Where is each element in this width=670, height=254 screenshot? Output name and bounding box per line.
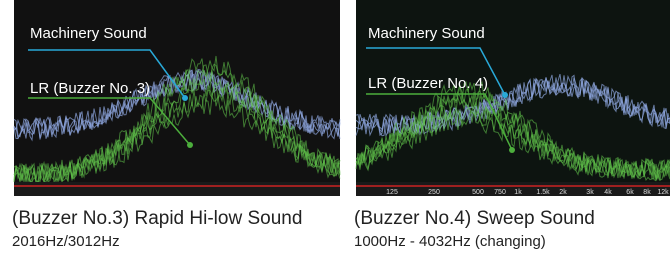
caption-title: (Buzzer No.3) Rapid Hi-low Sound <box>12 208 302 229</box>
pointer-dot <box>182 95 188 101</box>
annotation: Machinery Sound <box>30 25 147 42</box>
figure: Machinery Sound LR (Buzzer No. 3) Machin… <box>0 0 670 254</box>
axis-strip <box>356 182 670 196</box>
axis-label: 4k <box>604 189 612 196</box>
caption-detail: 2016Hz/3012Hz <box>12 233 120 250</box>
axis-label: 1k <box>514 189 522 196</box>
axis-label: 500 <box>472 189 484 196</box>
pointer-dot <box>187 142 193 148</box>
caption-detail: 1000Hz - 4032Hz (changing) <box>354 233 546 250</box>
axis-label: 2k <box>559 189 567 196</box>
axis-label: 1.5k <box>536 189 550 196</box>
axis-label: 3k <box>586 189 594 196</box>
annotation: LR (Buzzer No. 3) <box>30 80 150 97</box>
axis-label: 6k <box>626 189 634 196</box>
axis-label: 12k <box>657 189 669 196</box>
axis-label: 125 <box>386 189 398 196</box>
axis-label: 250 <box>428 189 440 196</box>
annotation: Machinery Sound <box>368 25 485 42</box>
axis-strip <box>14 182 340 196</box>
axis-label: 8k <box>643 189 651 196</box>
annotation: LR (Buzzer No. 4) <box>368 75 488 92</box>
axis-label: 750 <box>494 189 506 196</box>
caption-title: (Buzzer No.4) Sweep Sound <box>354 208 595 229</box>
pointer-dot <box>509 147 515 153</box>
pointer-dot <box>502 92 508 98</box>
